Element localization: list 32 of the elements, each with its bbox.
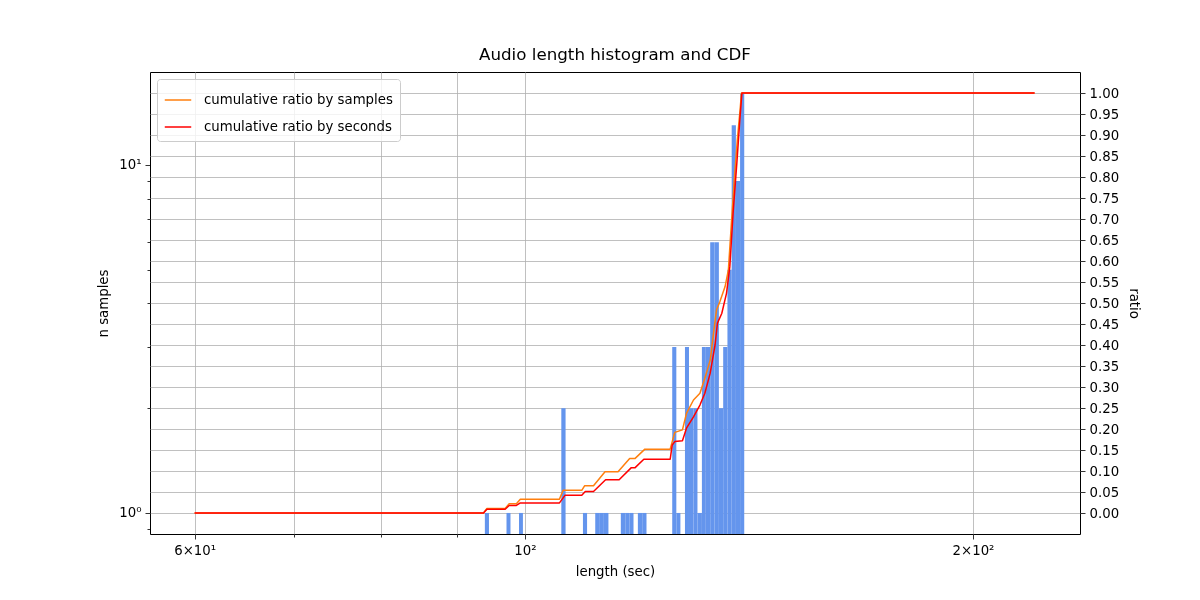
y2-tick-label: 0.85 bbox=[1089, 148, 1120, 164]
chart-title: Audio length histogram and CDF bbox=[479, 44, 751, 65]
x-tick-label: 6×10¹ bbox=[174, 542, 217, 558]
y2-tick-label: 0.15 bbox=[1089, 442, 1120, 458]
y2-tick-label: 0.90 bbox=[1089, 127, 1120, 143]
x-tick-label: 10² bbox=[514, 542, 537, 558]
y2-tick-label: 0.55 bbox=[1089, 274, 1120, 290]
y2-tick-label: 0.95 bbox=[1089, 106, 1120, 122]
y2-tick-label: 0.00 bbox=[1089, 505, 1120, 521]
y-tick-label: 10¹ bbox=[119, 157, 142, 173]
y2-tick-label: 0.70 bbox=[1089, 211, 1120, 227]
y2-tick-label: 0.50 bbox=[1089, 295, 1120, 311]
y-tick-label: 10⁰ bbox=[119, 505, 142, 521]
y2-tick-label: 0.40 bbox=[1089, 337, 1120, 353]
x-tick-label: 2×10² bbox=[952, 542, 995, 558]
y2-axis-title: ratio bbox=[1127, 288, 1143, 319]
y2-tick-label: 1.00 bbox=[1089, 85, 1120, 101]
y2-tick-label: 0.20 bbox=[1089, 421, 1120, 437]
y2-tick-label: 0.35 bbox=[1089, 358, 1120, 374]
y2-tick-label: 0.60 bbox=[1089, 253, 1120, 269]
y2-tick-label: 0.25 bbox=[1089, 400, 1120, 416]
y2-tick-label: 0.30 bbox=[1089, 379, 1120, 395]
x-axis-title: length (sec) bbox=[575, 563, 656, 579]
y2-tick-label: 0.10 bbox=[1089, 463, 1120, 479]
y-axis-title: n samples bbox=[96, 269, 112, 338]
y2-tick-label: 0.80 bbox=[1089, 169, 1120, 185]
legend-label: cumulative ratio by samples bbox=[204, 92, 393, 107]
y2-tick-label: 0.75 bbox=[1089, 190, 1120, 206]
y2-tick-label: 0.65 bbox=[1089, 232, 1120, 248]
legend-label: cumulative ratio by seconds bbox=[204, 119, 392, 134]
y2-tick-label: 0.45 bbox=[1089, 316, 1120, 332]
y2-tick-label: 0.05 bbox=[1089, 484, 1120, 500]
